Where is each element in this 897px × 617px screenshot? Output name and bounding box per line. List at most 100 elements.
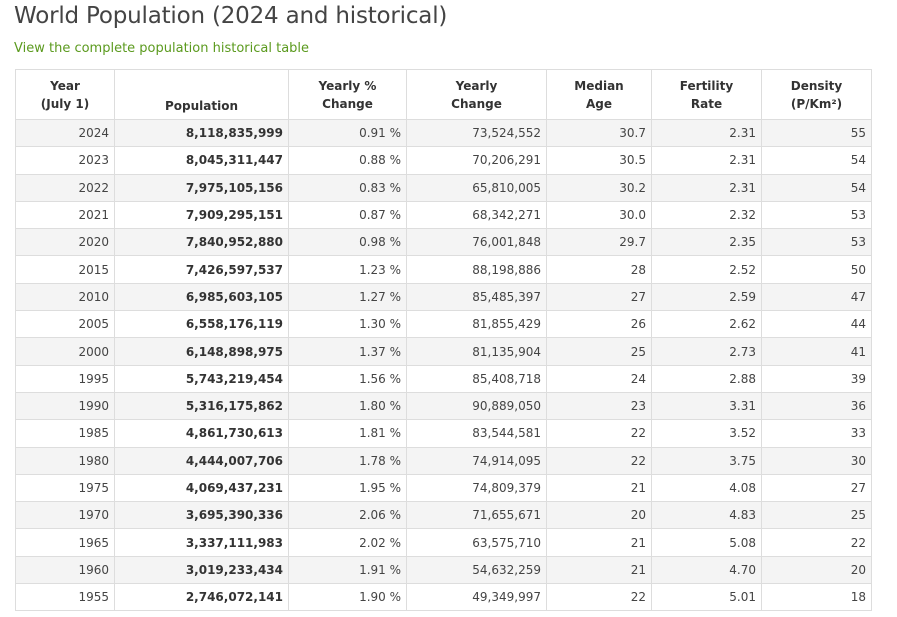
cell-fertility: 2.31 xyxy=(651,118,762,148)
cell-yearly-change: 90,889,050 xyxy=(406,391,547,421)
page-title: World Population (2024 and historical) xyxy=(14,3,448,29)
cell-median-age: 29.7 xyxy=(546,228,652,257)
cell-median-age: 22 xyxy=(546,446,652,475)
cell-population: 7,975,105,156 xyxy=(114,173,289,202)
cell-population: 4,444,007,706 xyxy=(114,446,289,475)
cell-density: 53 xyxy=(761,200,872,230)
table-row: 2022 7,975,105,156 0.83 % 65,810,005 30.2 2.3… xyxy=(15,173,872,202)
header-yearly-pct-change[interactable]: Yearly % Change xyxy=(288,69,407,120)
cell-median-age: 30.7 xyxy=(546,118,652,148)
cell-population: 2,746,072,141 xyxy=(114,583,289,612)
cell-yearly-pct: 1.30 % xyxy=(288,310,407,339)
cell-yearly-change: 54,632,259 xyxy=(406,555,547,585)
cell-yearly-change: 74,914,095 xyxy=(406,446,547,475)
cell-yearly-pct: 1.91 % xyxy=(288,555,407,585)
cell-fertility: 5.01 xyxy=(651,583,762,612)
cell-yearly-pct: 1.78 % xyxy=(288,446,407,475)
cell-median-age: 30.0 xyxy=(546,200,652,230)
cell-density: 54 xyxy=(761,173,872,202)
cell-population: 4,861,730,613 xyxy=(114,419,289,448)
table-row: 2021 7,909,295,151 0.87 % 68,342,271 30.0 2.3… xyxy=(15,200,872,230)
header-yearly-change[interactable]: Yearly Change xyxy=(406,69,547,120)
cell-yearly-pct: 1.80 % xyxy=(288,391,407,421)
cell-yearly-change: 71,655,671 xyxy=(406,501,547,530)
cell-population: 6,148,898,975 xyxy=(114,337,289,366)
cell-median-age: 24 xyxy=(546,364,652,393)
cell-fertility: 3.52 xyxy=(651,419,762,448)
cell-density: 53 xyxy=(761,228,872,257)
cell-yearly-change: 49,349,997 xyxy=(406,583,547,612)
cell-median-age: 26 xyxy=(546,310,652,339)
cell-density: 30 xyxy=(761,446,872,475)
cell-fertility: 3.75 xyxy=(651,446,762,475)
cell-median-age: 20 xyxy=(546,501,652,530)
cell-population: 5,316,175,862 xyxy=(114,391,289,421)
cell-year: 1970 xyxy=(15,501,115,530)
cell-population: 8,118,835,999 xyxy=(114,118,289,148)
cell-year: 1985 xyxy=(15,419,115,448)
table-row: 1980 4,444,007,706 1.78 % 74,914,095 22 3.75 3… xyxy=(15,446,872,475)
cell-population: 3,695,390,336 xyxy=(114,501,289,530)
cell-fertility: 2.31 xyxy=(651,173,762,202)
header-density[interactable]: Density (P/Km²) xyxy=(761,69,872,120)
cell-fertility: 2.31 xyxy=(651,146,762,175)
cell-yearly-pct: 0.83 % xyxy=(288,173,407,202)
cell-density: 54 xyxy=(761,146,872,175)
cell-year: 2023 xyxy=(15,146,115,175)
header-population[interactable]: Population xyxy=(114,69,289,120)
cell-yearly-pct: 2.06 % xyxy=(288,501,407,530)
cell-year: 2000 xyxy=(15,337,115,366)
cell-population: 7,426,597,537 xyxy=(114,255,289,284)
table-row: 1975 4,069,437,231 1.95 % 74,809,379 21 4.08 2… xyxy=(15,473,872,503)
table-body: 2024 8,118,835,999 0.91 % 73,524,552 30.7 2.3… xyxy=(15,118,872,612)
cell-yearly-pct: 1.90 % xyxy=(288,583,407,612)
cell-yearly-change: 83,544,581 xyxy=(406,419,547,448)
cell-yearly-change: 81,855,429 xyxy=(406,310,547,339)
cell-fertility: 2.59 xyxy=(651,282,762,312)
cell-fertility: 4.83 xyxy=(651,501,762,530)
table-row: 1985 4,861,730,613 1.81 % 83,544,581 22 3.52 3… xyxy=(15,419,872,448)
cell-median-age: 21 xyxy=(546,473,652,503)
cell-density: 22 xyxy=(761,528,872,557)
cell-population: 5,743,219,454 xyxy=(114,364,289,393)
table-row: 2000 6,148,898,975 1.37 % 81,135,904 25 2.73 4… xyxy=(15,337,872,366)
header-fertility-rate[interactable]: Fertility Rate xyxy=(651,69,762,120)
cell-yearly-change: 76,001,848 xyxy=(406,228,547,257)
header-median-age-label: Median Age xyxy=(574,78,624,111)
cell-population: 6,985,603,105 xyxy=(114,282,289,312)
cell-fertility: 2.35 xyxy=(651,228,762,257)
cell-year: 1975 xyxy=(15,473,115,503)
cell-yearly-change: 73,524,552 xyxy=(406,118,547,148)
cell-year: 2021 xyxy=(15,200,115,230)
cell-density: 41 xyxy=(761,337,872,366)
cell-year: 1980 xyxy=(15,446,115,475)
cell-yearly-change: 70,206,291 xyxy=(406,146,547,175)
cell-density: 36 xyxy=(761,391,872,421)
cell-population: 8,045,311,447 xyxy=(114,146,289,175)
cell-yearly-change: 65,810,005 xyxy=(406,173,547,202)
table-row: 1970 3,695,390,336 2.06 % 71,655,671 20 4.83 2… xyxy=(15,501,872,530)
table-row: 2015 7,426,597,537 1.23 % 88,198,886 28 2.52 5… xyxy=(15,255,872,284)
header-yearly-change-label: Yearly Change xyxy=(451,78,502,111)
cell-density: 44 xyxy=(761,310,872,339)
historical-table-link[interactable]: View the complete population historical … xyxy=(14,41,310,56)
cell-density: 20 xyxy=(761,555,872,585)
cell-density: 47 xyxy=(761,282,872,312)
cell-yearly-change: 85,408,718 xyxy=(406,364,547,393)
header-population-label: Population xyxy=(164,99,239,113)
cell-median-age: 22 xyxy=(546,583,652,612)
table-row: 1995 5,743,219,454 1.56 % 85,408,718 24 2.88 3… xyxy=(15,364,872,393)
cell-year: 1990 xyxy=(15,391,115,421)
cell-yearly-pct: 2.02 % xyxy=(288,528,407,557)
cell-year: 1955 xyxy=(15,583,115,612)
cell-density: 27 xyxy=(761,473,872,503)
table-row: 2023 8,045,311,447 0.88 % 70,206,291 30.5 2.3… xyxy=(15,146,872,175)
cell-density: 25 xyxy=(761,501,872,530)
table-row: 2020 7,840,952,880 0.98 % 76,001,848 29.7 2.3… xyxy=(15,228,872,257)
header-year[interactable]: Year (July 1) xyxy=(15,69,115,120)
cell-median-age: 27 xyxy=(546,282,652,312)
header-fertility-rate-label: Fertility Rate xyxy=(679,78,734,111)
header-row: Year (July 1) Population Yearly % Change Y… xyxy=(15,69,872,120)
header-median-age[interactable]: Median Age xyxy=(546,69,652,120)
table-row: 1965 3,337,111,983 2.02 % 63,575,710 21 5.08 2… xyxy=(15,528,872,557)
